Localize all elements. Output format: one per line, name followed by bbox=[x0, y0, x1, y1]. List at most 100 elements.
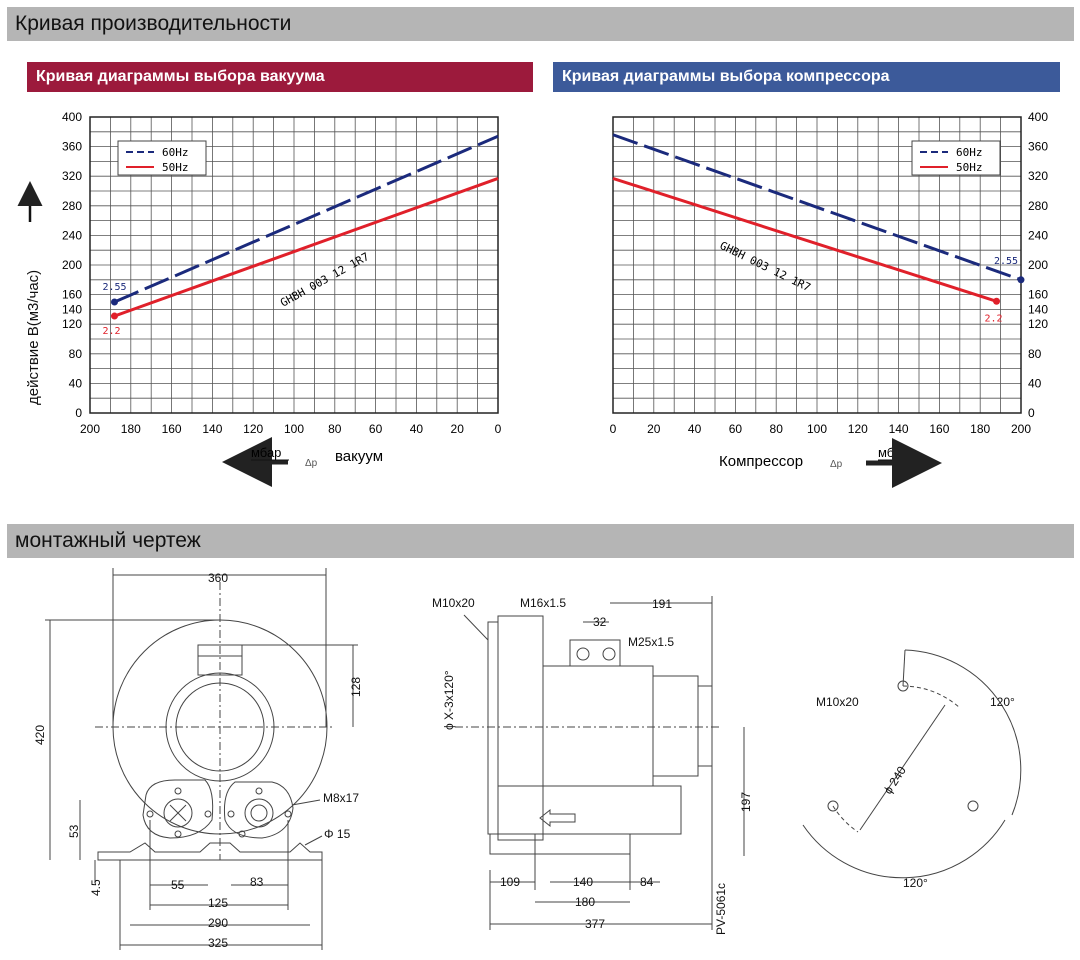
vacuum-legend-box bbox=[117, 140, 207, 176]
bolt-8 bbox=[238, 830, 246, 838]
compressor-unit: мбар bbox=[878, 445, 908, 460]
vacuum-x-tick-label: 120 bbox=[243, 422, 263, 436]
vacuum-y-tick-label: 80 bbox=[69, 347, 83, 361]
vacuum-series-50Hz-end-label: 2.2 bbox=[102, 326, 120, 337]
compressor-series-60Hz-point bbox=[1017, 276, 1025, 284]
compressor-x-tick-label: 200 bbox=[1011, 422, 1031, 436]
label-phi15: Φ 15 bbox=[324, 827, 351, 841]
side-flange bbox=[487, 621, 499, 835]
compressor-y-tick-label: 120 bbox=[1028, 317, 1048, 331]
bolt-3 bbox=[174, 787, 182, 795]
left-lower-port bbox=[142, 779, 214, 839]
bolt-5 bbox=[227, 810, 235, 818]
vacuum-legend-label-50Hz: 50Hz bbox=[162, 161, 189, 174]
vacuum-y-tick-label: 0 bbox=[75, 406, 82, 420]
compressor-x-tick-label: 0 bbox=[610, 422, 617, 436]
front-view bbox=[45, 568, 358, 950]
terminal-box bbox=[569, 639, 621, 667]
bolt-1 bbox=[146, 810, 154, 818]
vacuum-y-tick-label: 120 bbox=[62, 317, 82, 331]
compressor-y-tick-label: 140 bbox=[1028, 302, 1048, 316]
label-325: 325 bbox=[208, 936, 228, 950]
vacuum-chart-title: Кривая диаграммы выбора вакуума bbox=[36, 68, 325, 85]
right-lower-port bbox=[224, 781, 294, 839]
y-axis-title-group: действие В(м3/час) bbox=[17, 181, 43, 405]
compressor-frame bbox=[612, 116, 1022, 414]
label-197: 197 bbox=[739, 792, 753, 812]
vacuum-series-60Hz-point bbox=[110, 298, 118, 306]
compressor-series-50Hz-point bbox=[993, 297, 1001, 305]
compressor-y-tick-label: 80 bbox=[1028, 347, 1042, 361]
compressor-x-tick-label: 100 bbox=[807, 422, 827, 436]
bolt-2 bbox=[204, 810, 212, 818]
vacuum-chart-header: Кривая диаграммы выбора вакуума bbox=[27, 62, 533, 92]
vacuum-chart: 200 180 160 140 120 100 80 60 40 20 00408012014016… bbox=[62, 110, 502, 436]
mounting-drawing: 360 420 128 53 4.5 55 83 125 290 325 M8x… bbox=[33, 568, 1022, 950]
vacuum-x-tick-label: 140 bbox=[202, 422, 222, 436]
compressor-y-tick-label: 160 bbox=[1028, 288, 1048, 302]
section-header-mounting: монтажный чертеж bbox=[7, 524, 1074, 558]
terminal-hole-2 bbox=[602, 647, 616, 661]
label-4-5: 4.5 bbox=[89, 879, 103, 896]
compressor-x-title: Компрессор bbox=[719, 453, 803, 470]
label-side-m10x20: M10x20 bbox=[432, 596, 475, 610]
side-housing bbox=[497, 615, 544, 841]
vacuum-series-60Hz-end-label: 2.55 bbox=[102, 282, 126, 293]
compressor-y-tick-label: 40 bbox=[1028, 376, 1042, 390]
performance-charts: действие В(м3/час) 200 180 160 140 120 100 80 6… bbox=[17, 110, 1049, 488]
label-m8x17: M8x17 bbox=[323, 791, 359, 805]
compressor-series-50Hz-end-label: 2.2 bbox=[985, 313, 1003, 324]
label-180: 180 bbox=[575, 895, 595, 909]
flange-labels: M10x20 120° 120° ϕ 240 bbox=[816, 695, 1015, 890]
flange-arc-bottom bbox=[802, 819, 1006, 879]
flange-ref-line bbox=[902, 649, 906, 687]
compressor-y-tick-label: 400 bbox=[1028, 110, 1048, 124]
label-53: 53 bbox=[67, 824, 81, 838]
phi240-line bbox=[859, 704, 946, 831]
compressor-x-tick-label: 60 bbox=[729, 422, 743, 436]
compressor-x-tick-label: 40 bbox=[688, 422, 702, 436]
flange-hole-2 bbox=[827, 800, 839, 812]
vacuum-x-title: вакуум bbox=[335, 448, 383, 465]
terminal-hole-1 bbox=[576, 647, 590, 661]
compressor-x-caption: Компрессор Δp мбар bbox=[719, 438, 942, 488]
vacuum-y-tick-label: 400 bbox=[62, 110, 82, 124]
label-m25: M25x1.5 bbox=[628, 635, 674, 649]
vacuum-y-tick-label: 320 bbox=[62, 169, 82, 183]
leader-m10 bbox=[463, 614, 489, 641]
label-m16: M16x1.5 bbox=[520, 596, 566, 610]
compressor-legend-label-50Hz: 50Hz bbox=[956, 161, 983, 174]
flange-arc-top bbox=[904, 649, 1022, 816]
y-axis-title: действие В(м3/час) bbox=[25, 270, 42, 405]
vacuum-legend-label-60Hz: 60Hz bbox=[162, 146, 189, 159]
left-port-circle bbox=[163, 798, 193, 828]
compressor-y-tick-label: 200 bbox=[1028, 258, 1048, 272]
vacuum-x-tick-label: 80 bbox=[328, 422, 342, 436]
vacuum-series-60Hz-line bbox=[113, 134, 499, 304]
vacuum-frame bbox=[89, 116, 499, 414]
vacuum-x-caption: мбар Δp вакуум bbox=[222, 437, 383, 487]
compressor-y-tick-label: 360 bbox=[1028, 140, 1048, 154]
bolt-4 bbox=[174, 830, 182, 838]
label-290: 290 bbox=[208, 916, 228, 930]
vacuum-x-tick-label: 180 bbox=[121, 422, 141, 436]
motor-fan-cover bbox=[652, 675, 699, 777]
vacuum-x-tick-label: 0 bbox=[495, 422, 502, 436]
right-port-inner bbox=[250, 804, 268, 822]
label-83: 83 bbox=[250, 875, 264, 889]
label-pv-code: PV-5061c bbox=[714, 883, 728, 935]
compressor-chart: 0 20 40 60 80 100 120 140 160 180 2000408012014016… bbox=[610, 110, 1049, 436]
compressor-dp-symbol: Δp bbox=[830, 459, 843, 470]
flange-view bbox=[802, 649, 1022, 879]
pcd-arc-2 bbox=[832, 805, 859, 833]
vacuum-y-tick-label: 280 bbox=[62, 199, 82, 213]
left-port-x2 bbox=[169, 804, 187, 822]
label-32: 32 bbox=[593, 615, 607, 629]
compressor-x-tick-label: 20 bbox=[647, 422, 661, 436]
label-55: 55 bbox=[171, 878, 185, 892]
compressor-x-tick-label: 180 bbox=[970, 422, 990, 436]
flange-hole-3 bbox=[967, 800, 979, 812]
label-128: 128 bbox=[349, 677, 363, 697]
side-view bbox=[455, 596, 745, 930]
compressor-y-tick-label: 320 bbox=[1028, 169, 1048, 183]
